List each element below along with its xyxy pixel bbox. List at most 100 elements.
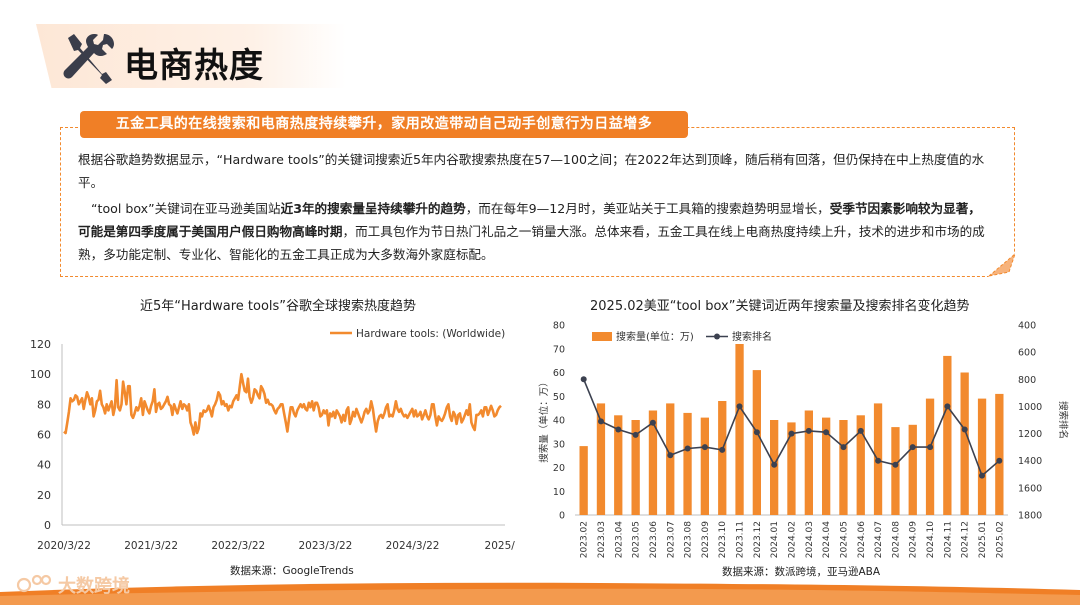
left-chart-source: 数据来源：GoogleTrends: [230, 565, 354, 577]
y2-tick-label: 800: [1018, 375, 1036, 386]
p2-text-a: “tool box”关键词在亚马逊美国站: [91, 201, 281, 216]
x-tick-label: 2023.12: [753, 521, 763, 558]
bar-search-volume: [700, 417, 709, 515]
y-tick-label: 20: [553, 463, 565, 474]
legend-swatch-point: [714, 333, 720, 340]
rank-point: [857, 427, 864, 434]
x-tick-label: 2023.04: [614, 521, 624, 558]
rank-point: [788, 430, 795, 437]
bar-search-volume: [596, 403, 606, 515]
y-tick-label: 30: [553, 439, 565, 450]
y2-tick-label: 1400: [1018, 456, 1042, 467]
legend-label: Hardware tools: (Worldwide): [356, 328, 505, 340]
bar-search-volume: [718, 401, 727, 515]
rank-point: [736, 403, 743, 410]
bar-search-volume: [614, 415, 623, 516]
rank-point: [598, 418, 604, 425]
right-bar-line-chart: 0 10 20 30 40 50 60 70 80 400 600 800 1000 1200 1400 16…: [538, 321, 1069, 559]
bar-search-volume: [683, 412, 692, 515]
series-line-hardware-tools: [63, 372, 502, 436]
bar-search-volume: [752, 370, 761, 515]
rank-point: [632, 431, 639, 438]
rank-point: [615, 426, 622, 433]
y-tick-label: 60: [553, 368, 565, 379]
x-tick-label: 2024/3/22: [386, 540, 440, 552]
y-tick-label: 0: [559, 511, 565, 522]
x-tick-label: 2024.08: [891, 521, 901, 558]
rank-point: [875, 457, 882, 464]
bar-search-volume: [995, 393, 1004, 515]
p2-text-e: ，而工具包作为节日热门礼品之一销量大涨。总体来看，五金工具在线上电商热度持续上升…: [78, 224, 985, 262]
x-tick-label: 2024.03: [805, 521, 815, 558]
rank-point: [996, 457, 1003, 464]
bar-search-volume: [648, 410, 658, 515]
x-tick-label: 2025.02: [995, 521, 1005, 558]
rank-point: [840, 444, 847, 451]
rank-point: [805, 427, 812, 434]
bar-search-volume: [735, 344, 744, 515]
bar-search-volume: [804, 410, 813, 515]
legend-label-line: 搜索排名: [732, 330, 772, 343]
y2-tick-label: 1200: [1018, 429, 1042, 440]
x-tick-label: 2023.03: [597, 521, 607, 558]
x-tick-label: 2023.05: [632, 521, 642, 558]
p2-bold-trend: 近3年的搜索量呈持续攀升的趋势: [280, 201, 466, 216]
x-tick-label: 2023.10: [718, 521, 728, 558]
y2-tick-label: 1600: [1018, 483, 1042, 494]
rank-point: [823, 429, 830, 436]
x-tick-label: 2023.02: [580, 521, 590, 558]
x-tick-label: 2024.12: [961, 521, 971, 558]
x-tick-label: 2023.06: [649, 521, 659, 558]
tools-icon: [63, 34, 114, 84]
rank-point: [580, 376, 587, 383]
p2-bold-season: 受季节因素影响较为显著，可能是第四季度属于美国用户假日购物高峰时期: [78, 201, 981, 239]
rank-point: [753, 429, 760, 436]
y-tick-label: 40: [553, 416, 565, 427]
bar-search-volume: [787, 422, 796, 515]
y-tick-label: 20: [37, 489, 51, 502]
summary-box: [60, 127, 1015, 277]
y2-tick-label: 1000: [1018, 402, 1042, 413]
x-tick-label: 2024.02: [788, 521, 798, 558]
bar-search-volume: [666, 403, 675, 515]
rank-point: [927, 444, 934, 451]
x-tick-label: 2022/3/22: [211, 540, 265, 552]
left-line-chart: 0 20 40 60 80 100 120 2020/3/22 2021/3/22 2022/3/…: [30, 328, 516, 552]
paragraph-tool-box: “tool box”关键词在亚马逊美国站近3年的搜索量呈持续攀升的趋势，而在每年…: [78, 197, 990, 266]
right-chart-source: 数据来源：数派跨境，亚马逊ABA: [722, 566, 881, 578]
page-curl-icon: [987, 252, 1017, 278]
y-tick-label: 80: [553, 321, 565, 332]
x-tick-label: 2024.09: [909, 521, 919, 558]
y-tick-label: 0: [44, 519, 51, 532]
x-tick-label: 2024.05: [840, 521, 850, 558]
y-tick-label: 70: [553, 344, 565, 355]
y-tick-label: 80: [37, 398, 51, 411]
y-tick-label: 40: [37, 459, 51, 472]
bar-search-volume: [856, 415, 865, 516]
paragraph-google-trends: 根据谷歌趋势数据显示，“Hardware tools”的关键词搜索近5年内谷歌搜…: [78, 152, 985, 190]
x-tick-label: 2024.04: [822, 521, 832, 558]
x-tick-label: 2023.11: [736, 521, 746, 558]
legend-swatch-bar: [592, 332, 612, 341]
p2-text-c: ，而在每年9—12月时，美亚站关于工具箱的搜索趋势明显增长，: [465, 201, 830, 216]
bar-search-volume: [908, 424, 917, 516]
x-tick-label: 2023/3/22: [298, 540, 352, 552]
x-tick-label: 2020/3/22: [37, 540, 91, 552]
rank-point: [771, 461, 778, 468]
y2-tick-label: 400: [1018, 321, 1036, 332]
x-tick-label: 2024.10: [926, 521, 936, 558]
bar-search-volume: [631, 420, 640, 515]
x-tick-label: 2021/3/22: [124, 540, 178, 552]
rank-point: [649, 419, 656, 426]
y2-tick-label: 600: [1018, 348, 1036, 359]
y-axis-title: 搜索量（单位：万）: [538, 377, 550, 463]
rank-point: [701, 444, 708, 451]
left-chart-title: 近5年“Hardware tools”谷歌全球搜索热度趋势: [140, 299, 417, 314]
x-tick-label: 2025/: [485, 540, 516, 552]
y-tick-label: 120: [30, 338, 51, 351]
brand-logo: 大数跨境: [16, 574, 130, 597]
bar-search-volume: [839, 420, 848, 515]
x-tick-label: 2025.01: [978, 521, 988, 558]
y-tick-label: 100: [30, 368, 51, 381]
x-tick-label: 2023.09: [701, 521, 711, 558]
